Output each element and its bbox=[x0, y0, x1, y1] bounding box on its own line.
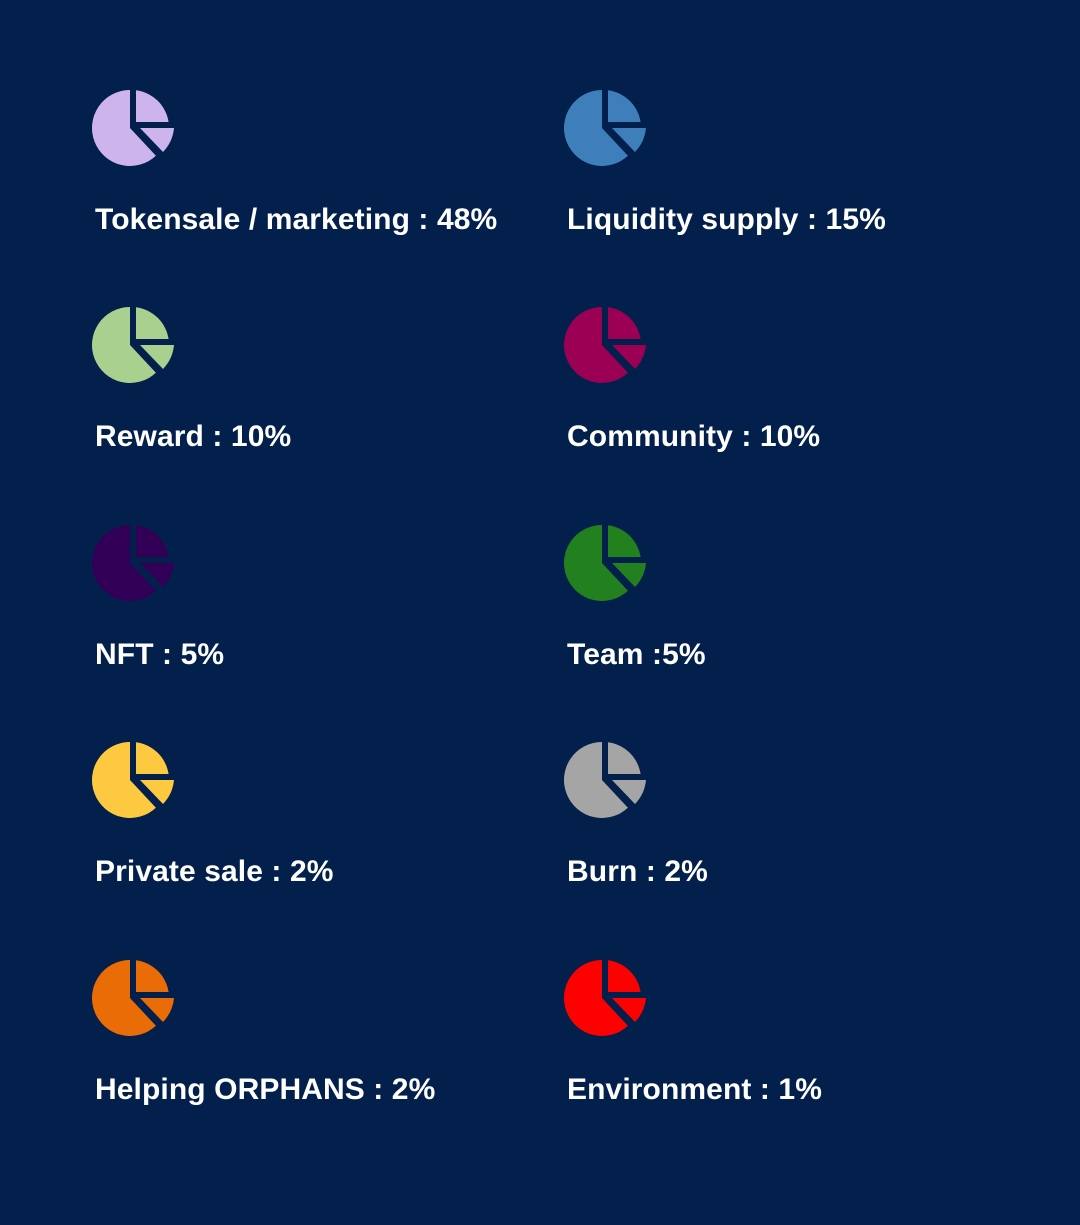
allocation-item-environment: Environment : 1% bbox=[564, 958, 1024, 1138]
allocation-label: Community : 10% bbox=[567, 420, 821, 453]
pie-chart-icon bbox=[564, 90, 646, 166]
allocation-label: Team :5% bbox=[567, 638, 706, 671]
pie-chart-icon bbox=[92, 525, 174, 601]
pie-chart-icon bbox=[564, 742, 646, 818]
pie-bottom-slice bbox=[140, 128, 174, 152]
pie-bottom-slice bbox=[140, 345, 174, 369]
pie-top-slice bbox=[608, 960, 641, 992]
allocation-item-helping-orphans: Helping ORPHANS : 2% bbox=[92, 958, 552, 1138]
pie-bottom-slice bbox=[612, 780, 646, 804]
allocation-item-community: Community : 10% bbox=[564, 305, 1024, 485]
pie-bottom-slice bbox=[612, 128, 646, 152]
pie-bottom-slice bbox=[612, 563, 646, 587]
pie-main-slice bbox=[92, 90, 156, 166]
allocation-item-private-sale: Private sale : 2% bbox=[92, 740, 552, 920]
pie-main-slice bbox=[92, 742, 156, 818]
pie-chart-icon bbox=[564, 525, 646, 601]
pie-bottom-slice bbox=[612, 998, 646, 1022]
pie-top-slice bbox=[136, 525, 169, 557]
pie-chart-icon bbox=[92, 742, 174, 818]
pie-chart-icon bbox=[92, 90, 174, 166]
pie-top-slice bbox=[136, 307, 169, 339]
pie-main-slice bbox=[564, 742, 628, 818]
pie-main-slice bbox=[92, 960, 156, 1036]
pie-chart-icon bbox=[92, 307, 174, 383]
allocation-item-team: Team :5% bbox=[564, 523, 1024, 703]
allocation-label: Environment : 1% bbox=[567, 1073, 822, 1106]
allocation-label: Private sale : 2% bbox=[95, 855, 334, 888]
pie-top-slice bbox=[608, 90, 641, 122]
allocation-label: Burn : 2% bbox=[567, 855, 708, 888]
allocation-item-tokensale: Tokensale / marketing : 48% bbox=[92, 88, 552, 268]
allocation-item-liquidity-supply: Liquidity supply : 15% bbox=[564, 88, 1024, 268]
pie-bottom-slice bbox=[140, 780, 174, 804]
allocation-label: Reward : 10% bbox=[95, 420, 292, 453]
pie-main-slice bbox=[92, 525, 156, 601]
pie-bottom-slice bbox=[140, 998, 174, 1022]
pie-chart-icon bbox=[564, 307, 646, 383]
pie-top-slice bbox=[136, 960, 169, 992]
allocation-label: Helping ORPHANS : 2% bbox=[95, 1073, 436, 1106]
allocation-label: NFT : 5% bbox=[95, 638, 225, 671]
pie-top-slice bbox=[608, 742, 641, 774]
allocation-item-burn: Burn : 2% bbox=[564, 740, 1024, 920]
allocation-item-nft: NFT : 5% bbox=[92, 523, 552, 703]
pie-bottom-slice bbox=[140, 563, 174, 587]
pie-main-slice bbox=[564, 90, 628, 166]
allocation-item-reward: Reward : 10% bbox=[92, 305, 552, 485]
allocation-label: Tokensale / marketing : 48% bbox=[95, 203, 498, 236]
pie-top-slice bbox=[136, 742, 169, 774]
pie-main-slice bbox=[564, 525, 628, 601]
pie-main-slice bbox=[564, 307, 628, 383]
pie-top-slice bbox=[608, 307, 641, 339]
pie-main-slice bbox=[564, 960, 628, 1036]
pie-top-slice bbox=[136, 90, 169, 122]
allocation-label: Liquidity supply : 15% bbox=[567, 203, 886, 236]
pie-bottom-slice bbox=[612, 345, 646, 369]
pie-top-slice bbox=[608, 525, 641, 557]
pie-chart-icon bbox=[92, 960, 174, 1036]
pie-chart-icon bbox=[564, 960, 646, 1036]
pie-main-slice bbox=[92, 307, 156, 383]
